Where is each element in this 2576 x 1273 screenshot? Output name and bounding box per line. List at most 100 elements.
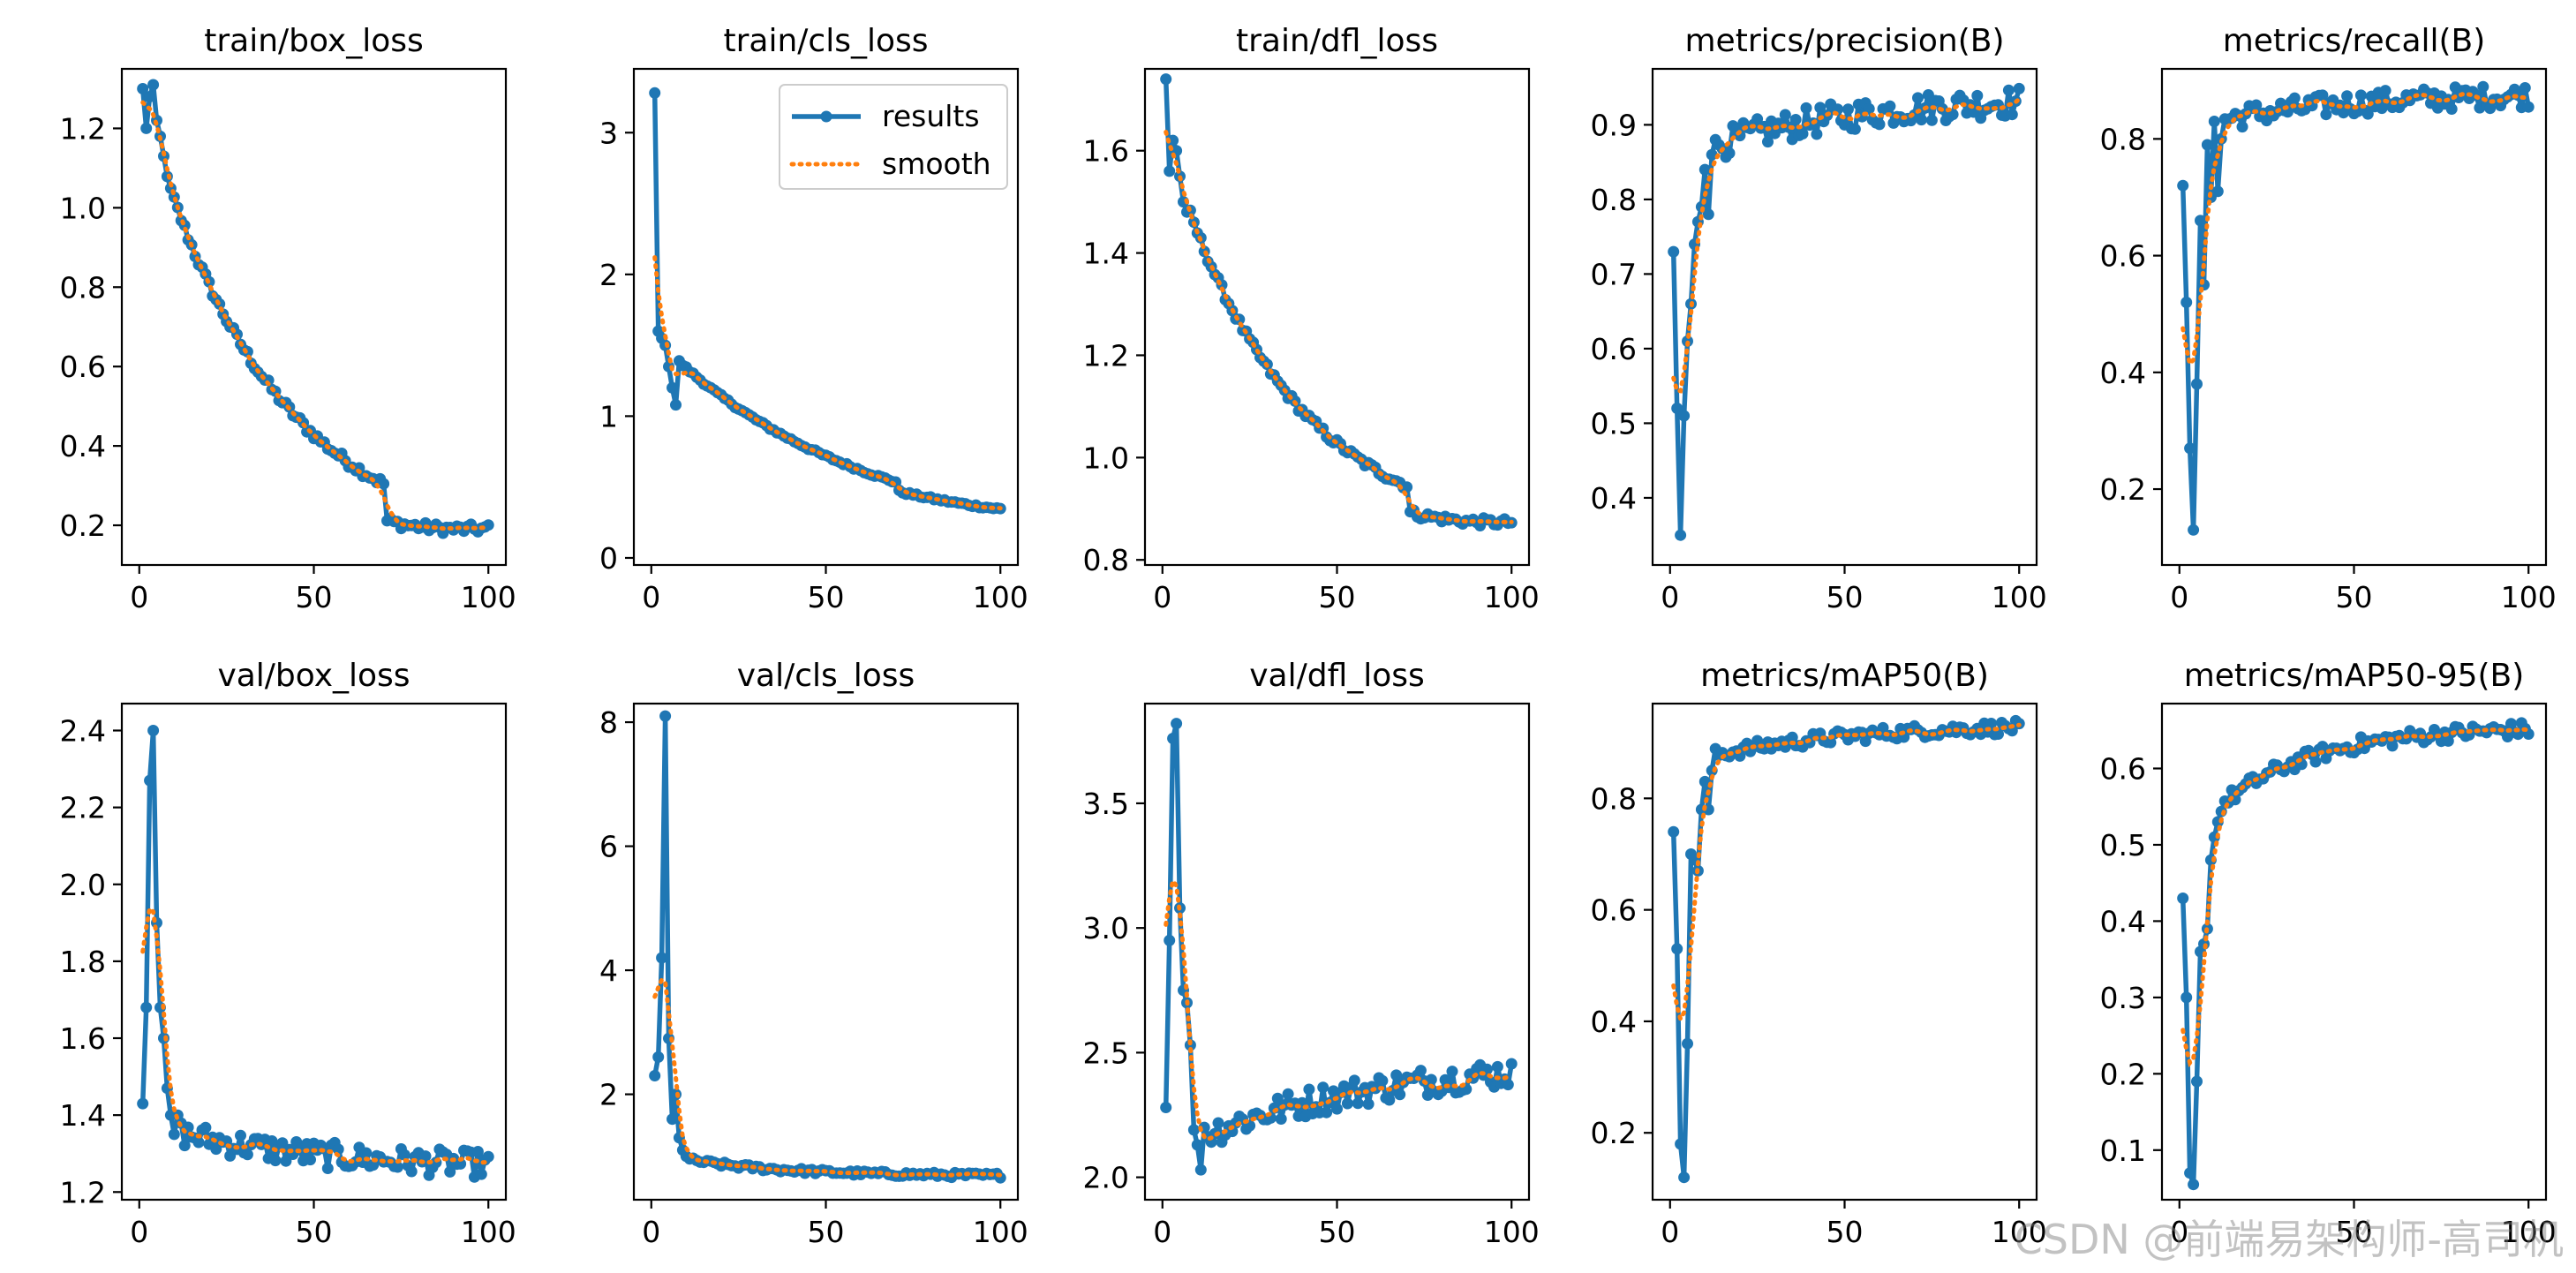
results-point xyxy=(1331,1103,1343,1115)
results-point xyxy=(2191,378,2203,390)
legend-box xyxy=(779,84,1008,190)
results-point xyxy=(1702,208,1714,221)
results-point xyxy=(168,1128,180,1141)
x-tick-label: 0 xyxy=(130,1215,148,1249)
results-point xyxy=(1376,1074,1389,1087)
y-tick-label: 0.6 xyxy=(60,350,106,384)
results-point xyxy=(1675,529,1687,541)
results-point xyxy=(1160,73,1172,86)
x-tick-label: 50 xyxy=(1319,1215,1356,1249)
y-tick-label: 0.8 xyxy=(60,270,106,305)
y-tick-label: 0.8 xyxy=(1591,183,1637,217)
results-point xyxy=(2188,1179,2200,1191)
axes-frame xyxy=(1651,67,2038,567)
results-point xyxy=(137,83,149,94)
results-point xyxy=(391,1161,403,1173)
smooth-series-line xyxy=(1671,722,2022,1025)
y-tick-label: 1.6 xyxy=(1083,134,1129,169)
y-tick-label: 0.7 xyxy=(1591,257,1637,291)
csdn-watermark: CSDN @前端易架构师-高司机 xyxy=(2014,1216,2564,1263)
x-tick-label: 50 xyxy=(808,1215,845,1249)
results-point xyxy=(2442,734,2454,747)
results-point xyxy=(1706,148,1718,161)
results-point xyxy=(1303,1083,1315,1096)
results-point xyxy=(2181,297,2193,308)
results-point xyxy=(269,1155,282,1167)
y-tick-label: 0.8 xyxy=(1591,781,1637,816)
plot-title: train/box_loss xyxy=(204,23,424,59)
y-tick-label: 0.2 xyxy=(2100,472,2146,507)
results-point xyxy=(656,952,668,964)
x-tick-label: 100 xyxy=(461,580,516,614)
y-tick-label: 1.4 xyxy=(1083,237,1129,271)
subplot-metrics-precision-b-: metrics/precision(B) 0 50 100 0.4 0.5 0.6 0.7 0.… xyxy=(1591,23,2047,614)
results-point xyxy=(667,381,678,394)
y-tick-label: 3.0 xyxy=(1083,911,1129,945)
y-tick-label: 1.2 xyxy=(1083,338,1129,373)
results-point xyxy=(659,710,672,722)
results-point xyxy=(1682,1037,1693,1050)
results-point xyxy=(482,519,494,531)
results-point xyxy=(482,1150,494,1163)
y-tick-label: 0.4 xyxy=(2100,356,2146,390)
results-point xyxy=(1751,113,1764,125)
results-point xyxy=(1275,1113,1287,1125)
subplot-metrics-map50-95-b-: metrics/mAP50-95(B) 0 50 100 0.1 0.2 0.3 0.4 0.5… xyxy=(2100,658,2557,1249)
smooth-series-line xyxy=(652,976,1003,1178)
results-point xyxy=(305,1154,316,1166)
x-tick-label: 50 xyxy=(808,580,845,614)
y-tick-label: 0.3 xyxy=(2100,981,2146,1015)
results-point xyxy=(2181,991,2193,1004)
results-point xyxy=(1985,718,1998,729)
results-point xyxy=(140,122,153,134)
x-tick-label: 0 xyxy=(1661,580,1679,614)
axes-frame xyxy=(632,702,1020,1201)
results-point xyxy=(1164,934,1176,946)
results-point xyxy=(2361,108,2374,120)
results-point xyxy=(1191,1139,1203,1151)
y-tick-label: 1.0 xyxy=(1083,441,1129,475)
results-point xyxy=(1187,1124,1200,1136)
y-tick-label: 1.0 xyxy=(60,191,106,225)
x-tick-label: 0 xyxy=(1661,1215,1679,1249)
x-tick-label: 100 xyxy=(2501,1215,2557,1249)
results-series-line xyxy=(1163,79,1512,529)
results-point xyxy=(1160,1102,1172,1113)
x-tick-label: 0 xyxy=(642,580,660,614)
x-tick-label: 0 xyxy=(130,580,148,614)
results-point xyxy=(1348,1074,1360,1087)
smooth-series-line xyxy=(1671,96,2022,394)
x-tick-label: 50 xyxy=(1319,580,1356,614)
results-point xyxy=(200,1121,212,1134)
smooth-series-line xyxy=(2181,92,2531,369)
x-tick-label: 50 xyxy=(1827,580,1864,614)
x-tick-label: 100 xyxy=(461,1215,516,1249)
results-point xyxy=(455,1157,467,1170)
plot-title: metrics/precision(B) xyxy=(1684,23,2004,59)
y-tick-label: 0.6 xyxy=(2100,751,2146,786)
results-point xyxy=(1884,100,1896,112)
subplot-val-box-loss: val/box_loss 0 50 100 1.2 1.4 1.6 1.8 2.0 2.2 2.4 xyxy=(60,658,516,1249)
results-point xyxy=(1414,1065,1427,1077)
results-point xyxy=(360,1147,373,1159)
results-point xyxy=(1321,1106,1333,1119)
y-tick-label: 0.5 xyxy=(2100,828,2146,862)
results-point xyxy=(1916,114,1927,126)
results-point xyxy=(1800,102,1812,114)
results-point xyxy=(652,1051,665,1063)
results-point xyxy=(1505,1058,1518,1070)
results-point xyxy=(2201,139,2213,151)
y-tick-label: 0 xyxy=(599,541,618,576)
results-point xyxy=(1668,825,1680,838)
y-tick-label: 2.4 xyxy=(60,713,106,748)
results-point xyxy=(2195,215,2206,227)
results-point xyxy=(2522,101,2535,113)
legend: results smooth xyxy=(779,84,1008,190)
results-point xyxy=(1762,136,1774,148)
results-point xyxy=(1401,481,1413,493)
smooth-series-line xyxy=(140,100,491,531)
results-point xyxy=(1796,128,1809,139)
y-tick-label: 6 xyxy=(599,830,618,864)
results-point xyxy=(2484,102,2497,115)
results-point xyxy=(1671,943,1683,955)
